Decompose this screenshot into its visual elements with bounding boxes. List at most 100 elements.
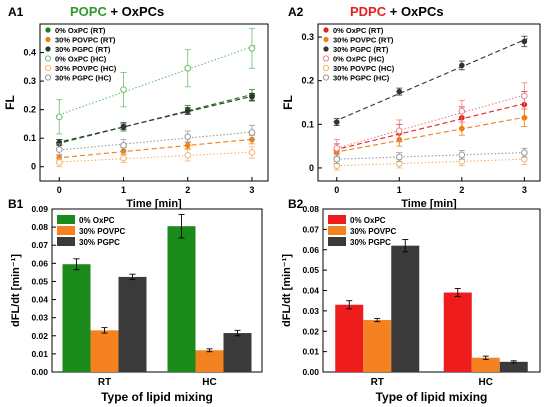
bar bbox=[391, 245, 420, 372]
fit-line bbox=[333, 93, 528, 150]
y-tick-label: 0.00 bbox=[31, 367, 48, 377]
data-point bbox=[395, 153, 403, 161]
legend: 0% OxPC 30% POVPC 30% PGPC bbox=[328, 215, 396, 247]
data-point bbox=[459, 125, 465, 132]
fit-line bbox=[55, 95, 256, 144]
legend-marker bbox=[322, 55, 330, 62]
data-point bbox=[396, 88, 403, 95]
x-tick-label: 1 bbox=[121, 185, 126, 195]
legend-marker bbox=[45, 27, 51, 33]
fit-line bbox=[333, 158, 528, 167]
panel-b1: B1 0.00 0.01 0.02 0.03 0.04 0.05 0.06 0.07 0.08 0.… bbox=[8, 197, 263, 404]
legend-swatch bbox=[57, 237, 75, 246]
panel-a1: A1 POPC + OxPCs 0 1 2 3 0 0.1 0.2 0.3 0.4 Time [min… bbox=[3, 4, 269, 210]
y-tick-label: 0.07 bbox=[31, 240, 48, 250]
bar bbox=[499, 361, 528, 372]
data-point bbox=[120, 86, 127, 93]
data-point bbox=[184, 64, 192, 72]
legend: 0% OxPC 30% POVPC 30% PGPC bbox=[57, 215, 125, 247]
data-point bbox=[333, 119, 340, 125]
data-point bbox=[249, 93, 255, 100]
legend-marker bbox=[44, 74, 52, 81]
fit-line bbox=[55, 93, 256, 145]
panel-label: B2 bbox=[288, 197, 304, 211]
legend-label: 30% PGPC bbox=[79, 238, 120, 247]
data-point bbox=[333, 144, 341, 152]
bar bbox=[118, 276, 147, 372]
y-tick-label: 0.05 bbox=[302, 265, 319, 275]
bar bbox=[90, 330, 119, 372]
y-tick-label: 0.06 bbox=[31, 258, 48, 268]
panel-label: A1 bbox=[8, 5, 24, 19]
legend: 0% OxPC (RT)30% POVPC (RT)30% PGPC (RT)0… bbox=[44, 26, 117, 83]
y-tick-label: 0.1 bbox=[23, 133, 36, 143]
x-axis-label: Type of lipid mixing bbox=[101, 390, 213, 404]
legend: 0% OxPC (RT)30% POVPC (RT)30% PGPC (RT)0… bbox=[322, 26, 395, 83]
data-point bbox=[521, 114, 528, 121]
data-point bbox=[55, 146, 63, 153]
data-point bbox=[120, 142, 127, 149]
data-point bbox=[248, 44, 256, 52]
legend-label: 30% POVPC bbox=[79, 227, 125, 236]
x-tick-label: 2 bbox=[459, 185, 464, 195]
legend-swatch bbox=[57, 215, 75, 224]
y-tick-label: 0.09 bbox=[31, 204, 48, 214]
series-1 bbox=[56, 134, 256, 162]
fit-line bbox=[56, 138, 256, 159]
series-5 bbox=[333, 147, 528, 164]
legend-label: 30% PGPC (RT) bbox=[55, 45, 111, 54]
y-tick-label: 0 bbox=[309, 163, 314, 173]
bar bbox=[363, 320, 392, 372]
legend-label: 0% OxPC (HC) bbox=[333, 55, 385, 64]
series-4 bbox=[55, 146, 256, 168]
y-axis-label: FL bbox=[3, 95, 17, 110]
legend-label: 30% POVPC (RT) bbox=[333, 36, 394, 45]
x-tick-label: RT bbox=[371, 377, 384, 388]
y-tick-label: 0.02 bbox=[302, 326, 319, 336]
y-tick-label: 0.4 bbox=[23, 48, 36, 58]
legend-marker bbox=[322, 74, 330, 81]
series-1 bbox=[333, 108, 528, 158]
x-tick-label: 3 bbox=[249, 185, 254, 195]
y-tick-label: 0.02 bbox=[31, 331, 48, 341]
x-tick-label: HC bbox=[202, 377, 216, 388]
plot-frame bbox=[317, 23, 541, 182]
x-tick-label: 2 bbox=[185, 185, 190, 195]
series-2 bbox=[55, 92, 256, 146]
data-point bbox=[459, 62, 465, 69]
legend-label: 30% PGPC (HC) bbox=[55, 74, 112, 83]
legend-label: 0% OxPC (HC) bbox=[55, 55, 107, 64]
data-point bbox=[521, 92, 528, 100]
bar bbox=[195, 350, 224, 372]
x-tick-label: HC bbox=[479, 377, 493, 388]
series-3 bbox=[333, 82, 528, 158]
y-tick-label: 0.03 bbox=[302, 306, 319, 316]
chart-title: PDPC + OxPCs bbox=[350, 4, 444, 19]
y-axis-label: dFL/dt [min⁻¹] bbox=[281, 254, 293, 327]
legend-label: 30% PGPC bbox=[350, 238, 391, 247]
panel-a2: A2 PDPC + OxPCs 0 1 2 3 0 0.1 0.2 0.3 Time [min] FL… bbox=[281, 4, 541, 210]
legend-marker bbox=[323, 27, 329, 33]
legend-label: 30% PGPC (RT) bbox=[333, 45, 389, 54]
x-axis-label: Type of lipid mixing bbox=[376, 390, 488, 404]
legend-label: 30% POVPC (RT) bbox=[55, 36, 116, 45]
fit-line bbox=[333, 116, 528, 154]
series-0 bbox=[55, 89, 256, 149]
series-3 bbox=[55, 27, 256, 135]
data-point bbox=[395, 127, 403, 135]
y-tick-label: 0.04 bbox=[31, 295, 48, 305]
bar bbox=[223, 333, 252, 372]
bar bbox=[335, 304, 364, 372]
data-point bbox=[248, 149, 256, 156]
y-tick-label: 0.01 bbox=[31, 349, 48, 359]
fit-line bbox=[56, 131, 256, 151]
panel-b2: B2 0.00 0.01 0.02 0.03 0.04 0.05 0.06 0.07 0.08 RT… bbox=[281, 197, 541, 404]
legend-label: 0% OxPC (RT) bbox=[333, 26, 384, 35]
fit-line bbox=[333, 102, 528, 151]
data-point bbox=[184, 142, 191, 149]
chart-title: POPC + OxPCs bbox=[70, 4, 164, 19]
legend-swatch bbox=[328, 226, 346, 235]
y-tick-label: 0.2 bbox=[23, 105, 36, 115]
legend-swatch bbox=[328, 215, 346, 224]
x-tick-label: 0 bbox=[334, 185, 339, 195]
